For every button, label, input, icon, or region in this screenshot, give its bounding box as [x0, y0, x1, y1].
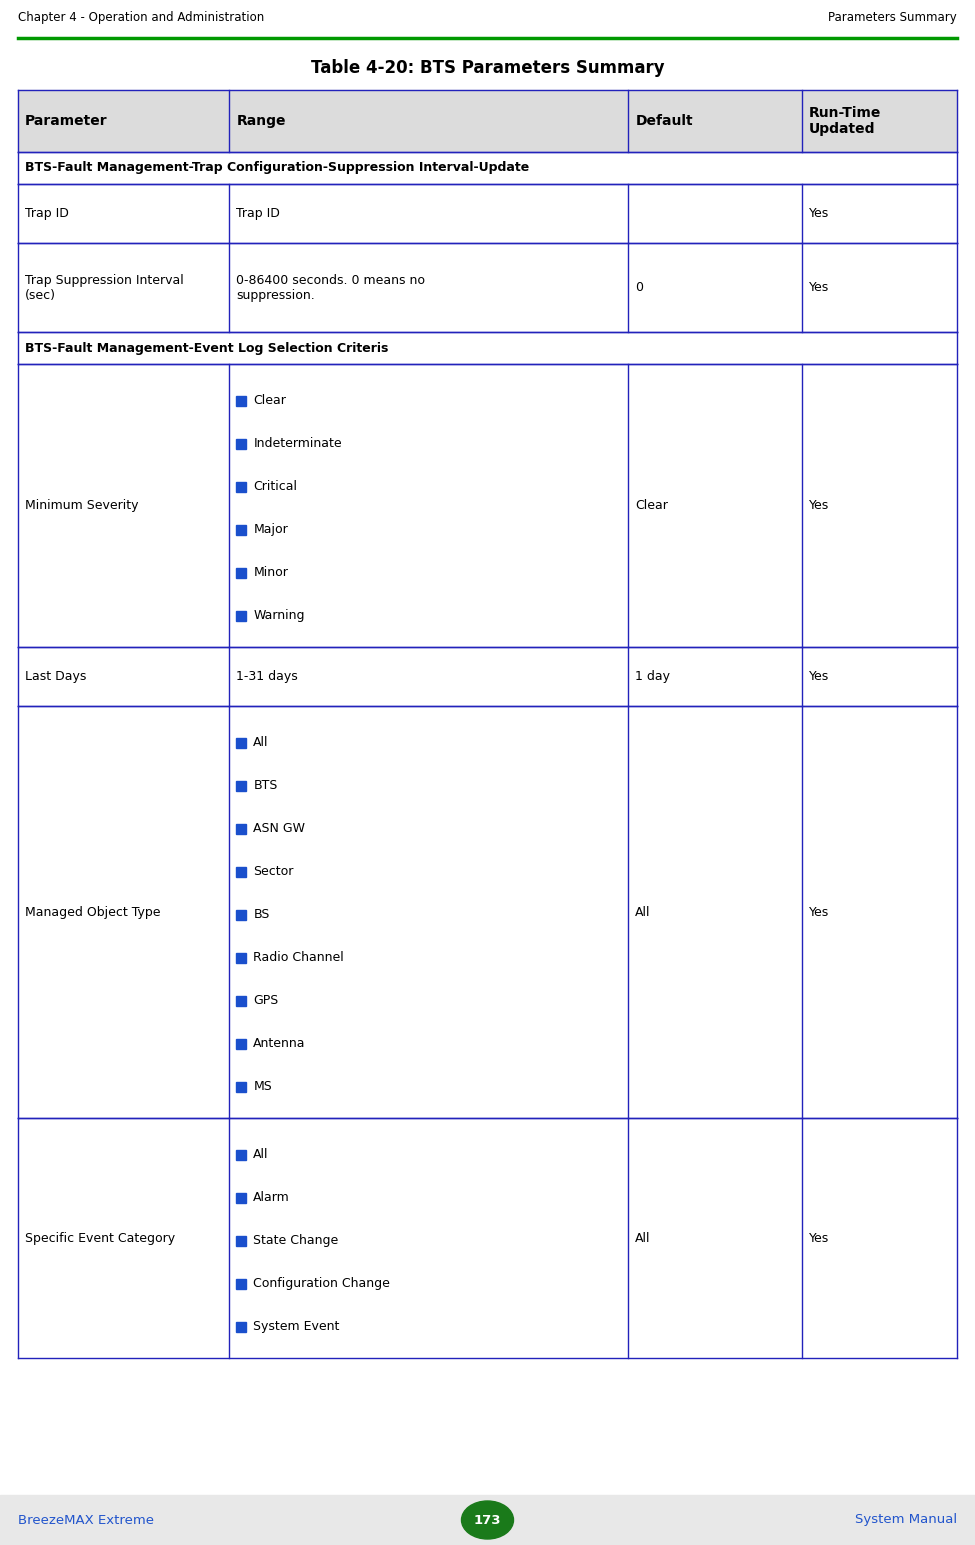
Text: All: All — [636, 905, 651, 919]
Text: Trap ID: Trap ID — [236, 207, 280, 219]
Text: Minor: Minor — [254, 567, 289, 579]
Text: Parameter: Parameter — [25, 114, 107, 128]
Text: Range: Range — [236, 114, 286, 128]
Bar — [18, 706, 957, 1119]
Bar — [18, 151, 957, 184]
Text: Antenna: Antenna — [254, 1037, 306, 1051]
Text: GPS: GPS — [254, 993, 279, 1007]
Text: 0: 0 — [636, 281, 644, 294]
Text: Alarm: Alarm — [254, 1191, 290, 1204]
Text: Major: Major — [254, 524, 288, 536]
Text: Parameters Summary: Parameters Summary — [828, 11, 957, 25]
Bar — [236, 1149, 247, 1160]
Text: Managed Object Type: Managed Object Type — [25, 905, 161, 919]
Text: Yes: Yes — [809, 1231, 830, 1245]
Text: Configuration Change: Configuration Change — [254, 1278, 390, 1290]
Text: Yes: Yes — [809, 281, 830, 294]
Text: All: All — [254, 735, 269, 749]
Bar — [236, 439, 247, 448]
Bar — [236, 953, 247, 963]
Bar — [236, 396, 247, 406]
Text: Trap Suppression Interval
(sec): Trap Suppression Interval (sec) — [25, 273, 183, 301]
Text: All: All — [636, 1231, 651, 1245]
Bar — [236, 995, 247, 1006]
Text: Yes: Yes — [809, 671, 830, 683]
Bar — [236, 1193, 247, 1202]
Bar — [18, 365, 957, 647]
Text: 1-31 days: 1-31 days — [236, 671, 298, 683]
Bar — [236, 610, 247, 621]
Text: 1 day: 1 day — [636, 671, 671, 683]
Text: Critical: Critical — [254, 480, 297, 493]
Text: Specific Event Category: Specific Event Category — [25, 1231, 176, 1245]
Bar — [236, 569, 247, 578]
Bar — [0, 1496, 975, 1545]
Bar — [18, 90, 957, 151]
Ellipse shape — [461, 1502, 514, 1539]
Text: Table 4-20: BTS Parameters Summary: Table 4-20: BTS Parameters Summary — [311, 59, 664, 77]
Bar — [236, 780, 247, 791]
Text: 0-86400 seconds. 0 means no
suppression.: 0-86400 seconds. 0 means no suppression. — [236, 273, 425, 301]
Bar — [18, 647, 957, 706]
Text: ASN GW: ASN GW — [254, 822, 305, 834]
Text: Last Days: Last Days — [25, 671, 87, 683]
Text: BS: BS — [254, 908, 270, 921]
Text: State Change: State Change — [254, 1234, 338, 1247]
Text: BreezeMAX Extreme: BreezeMAX Extreme — [18, 1514, 154, 1526]
Bar — [236, 1279, 247, 1289]
Text: Minimum Severity: Minimum Severity — [25, 499, 138, 513]
Text: System Manual: System Manual — [855, 1514, 957, 1526]
Text: Yes: Yes — [809, 499, 830, 513]
Text: Warning: Warning — [254, 609, 305, 623]
Bar — [236, 482, 247, 491]
Text: Chapter 4 - Operation and Administration: Chapter 4 - Operation and Administration — [18, 11, 264, 25]
Bar — [236, 1038, 247, 1049]
Text: BTS-Fault Management-Trap Configuration-Suppression Interval-Update: BTS-Fault Management-Trap Configuration-… — [25, 162, 529, 175]
Bar — [236, 867, 247, 876]
Bar — [18, 332, 957, 365]
Text: All: All — [254, 1148, 269, 1160]
Text: 173: 173 — [474, 1514, 501, 1526]
Bar — [18, 1119, 957, 1358]
Text: Radio Channel: Radio Channel — [254, 952, 344, 964]
Bar — [236, 525, 247, 535]
Text: Yes: Yes — [809, 207, 830, 219]
Text: Clear: Clear — [254, 394, 286, 408]
Text: Trap ID: Trap ID — [25, 207, 69, 219]
Bar — [236, 1321, 247, 1332]
Bar — [18, 184, 957, 243]
Bar — [236, 737, 247, 748]
Text: MS: MS — [254, 1080, 272, 1092]
Text: Default: Default — [636, 114, 693, 128]
Text: Run-Time
Updated: Run-Time Updated — [809, 107, 881, 136]
Text: BTS-Fault Management-Event Log Selection Criteris: BTS-Fault Management-Event Log Selection… — [25, 341, 388, 355]
Bar — [236, 910, 247, 919]
Text: Clear: Clear — [636, 499, 668, 513]
Text: Sector: Sector — [254, 865, 293, 878]
Text: Indeterminate: Indeterminate — [254, 437, 342, 450]
Text: BTS: BTS — [254, 779, 278, 793]
Bar — [236, 1082, 247, 1091]
Text: System Event: System Event — [254, 1319, 339, 1333]
Bar — [18, 243, 957, 332]
Bar — [236, 823, 247, 834]
Text: Yes: Yes — [809, 905, 830, 919]
Bar — [236, 1236, 247, 1245]
